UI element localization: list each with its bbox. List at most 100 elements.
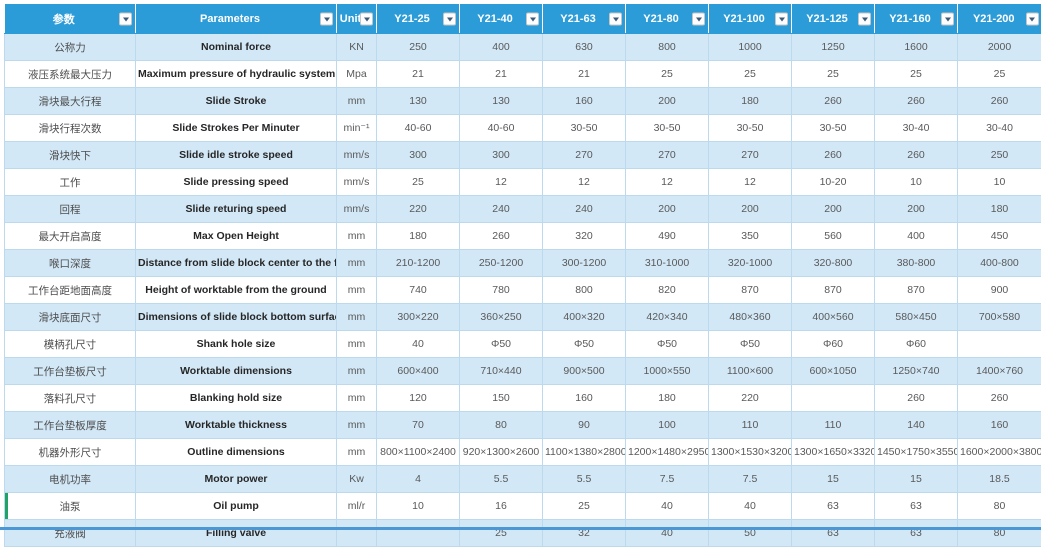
- value-cell[interactable]: 12: [543, 169, 626, 196]
- value-cell[interactable]: 560: [792, 223, 875, 250]
- value-cell[interactable]: 220: [709, 385, 792, 412]
- unit-cell[interactable]: mm/s: [337, 169, 377, 196]
- value-cell[interactable]: 870: [792, 277, 875, 304]
- value-cell[interactable]: 480×360: [709, 304, 792, 331]
- value-cell[interactable]: 1000×550: [626, 358, 709, 385]
- param-name-cn-cell[interactable]: 工作台垫板厚度: [5, 412, 136, 439]
- value-cell[interactable]: 700×580: [958, 304, 1041, 331]
- unit-cell[interactable]: ml/r: [337, 493, 377, 520]
- column-header-3[interactable]: Y21-25: [377, 4, 460, 34]
- value-cell[interactable]: 30-40: [875, 115, 958, 142]
- value-cell[interactable]: 1250×740: [875, 358, 958, 385]
- param-name-en-cell[interactable]: Max Open Height: [136, 223, 337, 250]
- param-name-cn-cell[interactable]: 液压系统最大压力: [5, 61, 136, 88]
- value-cell[interactable]: 25: [709, 61, 792, 88]
- value-cell[interactable]: 1300×1650×3320: [792, 439, 875, 466]
- value-cell[interactable]: 870: [875, 277, 958, 304]
- value-cell[interactable]: 250: [377, 34, 460, 61]
- value-cell[interactable]: 160: [543, 88, 626, 115]
- value-cell[interactable]: 90: [543, 412, 626, 439]
- value-cell[interactable]: 260: [875, 88, 958, 115]
- column-header-5[interactable]: Y21-63: [543, 4, 626, 34]
- value-cell[interactable]: 250-1200: [460, 250, 543, 277]
- value-cell[interactable]: 80: [460, 412, 543, 439]
- filter-dropdown-button[interactable]: [609, 12, 622, 25]
- value-cell[interactable]: 180: [958, 196, 1041, 223]
- value-cell[interactable]: 130: [377, 88, 460, 115]
- value-cell[interactable]: 490: [626, 223, 709, 250]
- value-cell[interactable]: 920×1300×2600: [460, 439, 543, 466]
- value-cell[interactable]: 30-50: [709, 115, 792, 142]
- unit-cell[interactable]: mm: [337, 385, 377, 412]
- value-cell[interactable]: 350: [709, 223, 792, 250]
- param-name-cn-cell[interactable]: 滑块底面尺寸: [5, 304, 136, 331]
- value-cell[interactable]: 250: [958, 142, 1041, 169]
- value-cell[interactable]: 900×500: [543, 358, 626, 385]
- value-cell[interactable]: 4: [377, 466, 460, 493]
- unit-cell[interactable]: mm: [337, 223, 377, 250]
- value-cell[interactable]: 400: [460, 34, 543, 61]
- column-header-2[interactable]: Unit: [337, 4, 377, 34]
- param-name-en-cell[interactable]: Worktable thickness: [136, 412, 337, 439]
- value-cell[interactable]: 260: [460, 223, 543, 250]
- unit-cell[interactable]: mm: [337, 304, 377, 331]
- value-cell[interactable]: Φ50: [626, 331, 709, 358]
- value-cell[interactable]: 260: [875, 142, 958, 169]
- column-header-8[interactable]: Y21-125: [792, 4, 875, 34]
- unit-cell[interactable]: KN: [337, 34, 377, 61]
- value-cell[interactable]: 600×1050: [792, 358, 875, 385]
- value-cell[interactable]: 900: [958, 277, 1041, 304]
- value-cell[interactable]: 40: [709, 493, 792, 520]
- value-cell[interactable]: 7.5: [626, 466, 709, 493]
- value-cell[interactable]: 160: [958, 412, 1041, 439]
- param-name-en-cell[interactable]: Filling valve: [136, 520, 337, 547]
- value-cell[interactable]: 30-50: [626, 115, 709, 142]
- value-cell[interactable]: 40: [626, 520, 709, 547]
- param-name-cn-cell[interactable]: 机器外形尺寸: [5, 439, 136, 466]
- value-cell[interactable]: 310-1000: [626, 250, 709, 277]
- value-cell[interactable]: 1300×1530×3200: [709, 439, 792, 466]
- param-name-en-cell[interactable]: Shank hole size: [136, 331, 337, 358]
- value-cell[interactable]: 5.5: [543, 466, 626, 493]
- value-cell[interactable]: 320-800: [792, 250, 875, 277]
- value-cell[interactable]: 40: [377, 331, 460, 358]
- value-cell[interactable]: Φ50: [709, 331, 792, 358]
- value-cell[interactable]: 150: [460, 385, 543, 412]
- param-name-en-cell[interactable]: Blanking hold size: [136, 385, 337, 412]
- value-cell[interactable]: 200: [709, 196, 792, 223]
- unit-cell[interactable]: mm: [337, 412, 377, 439]
- filter-dropdown-button[interactable]: [360, 12, 373, 25]
- column-header-9[interactable]: Y21-160: [875, 4, 958, 34]
- column-header-10[interactable]: Y21-200: [958, 4, 1041, 34]
- param-name-cn-cell[interactable]: 工作: [5, 169, 136, 196]
- filter-dropdown-button[interactable]: [526, 12, 539, 25]
- value-cell[interactable]: [958, 331, 1041, 358]
- value-cell[interactable]: 10-20: [792, 169, 875, 196]
- value-cell[interactable]: 63: [792, 520, 875, 547]
- unit-cell[interactable]: Mpa: [337, 61, 377, 88]
- value-cell[interactable]: 25: [543, 493, 626, 520]
- param-name-cn-cell[interactable]: 工作台垫板尺寸: [5, 358, 136, 385]
- value-cell[interactable]: 210-1200: [377, 250, 460, 277]
- param-name-en-cell[interactable]: Slide idle stroke speed: [136, 142, 337, 169]
- param-name-cn-cell[interactable]: 油泵: [5, 493, 136, 520]
- param-name-cn-cell[interactable]: 喉口深度: [5, 250, 136, 277]
- value-cell[interactable]: 270: [626, 142, 709, 169]
- value-cell[interactable]: 300×220: [377, 304, 460, 331]
- param-name-cn-cell[interactable]: 滑块行程次数: [5, 115, 136, 142]
- value-cell[interactable]: 400-800: [958, 250, 1041, 277]
- value-cell[interactable]: 580×450: [875, 304, 958, 331]
- value-cell[interactable]: 800: [543, 277, 626, 304]
- value-cell[interactable]: 360×250: [460, 304, 543, 331]
- unit-cell[interactable]: mm: [337, 331, 377, 358]
- value-cell[interactable]: 450: [958, 223, 1041, 250]
- value-cell[interactable]: 740: [377, 277, 460, 304]
- param-name-en-cell[interactable]: Distance from slide block center to the …: [136, 250, 337, 277]
- value-cell[interactable]: 1250: [792, 34, 875, 61]
- value-cell[interactable]: Φ60: [792, 331, 875, 358]
- value-cell[interactable]: 100: [626, 412, 709, 439]
- param-name-cn-cell[interactable]: 电机功率: [5, 466, 136, 493]
- value-cell[interactable]: 270: [543, 142, 626, 169]
- value-cell[interactable]: 380-800: [875, 250, 958, 277]
- column-header-1[interactable]: Parameters: [136, 4, 337, 34]
